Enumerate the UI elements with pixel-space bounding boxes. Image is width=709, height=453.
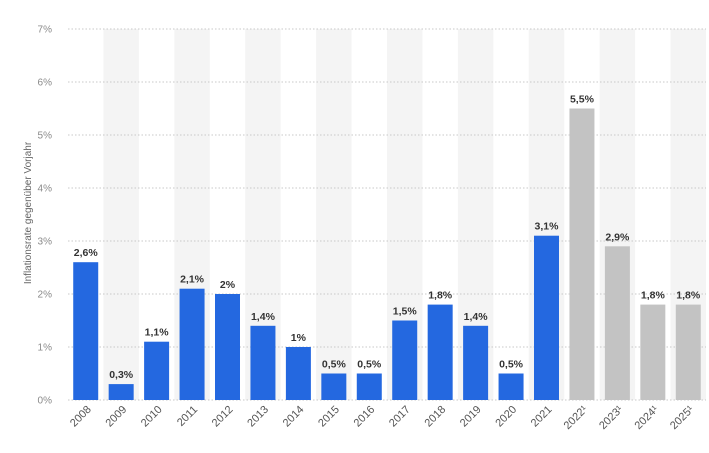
x-tick-label: 2015	[316, 404, 342, 430]
data-labels: 2,6% 0,3% 1,1% 2,1% 2% 1,4% 1% 0,5% 0,5% 1,5% 1,8%…	[74, 94, 701, 382]
column-band	[316, 29, 352, 400]
column-band	[103, 29, 139, 400]
bar	[640, 304, 666, 400]
data-label: 1,8%	[641, 290, 666, 302]
data-label: 3,1%	[535, 221, 560, 233]
gridlines	[68, 28, 706, 401]
data-label: 2,9%	[605, 231, 630, 243]
x-tick-label: 2016	[352, 404, 378, 430]
bar	[534, 235, 559, 400]
y-tick-label: 1%	[38, 343, 53, 354]
x-tick-label: 2009	[103, 404, 129, 430]
bar	[498, 373, 524, 400]
bar	[108, 384, 134, 400]
bar	[604, 246, 630, 400]
data-label: 2%	[220, 279, 236, 291]
bar	[285, 347, 311, 400]
y-tick-label: 5%	[38, 131, 53, 142]
data-label: 0,5%	[499, 359, 524, 371]
x-tick-label: 2024¹	[633, 403, 662, 432]
data-label: 1,1%	[145, 327, 170, 339]
x-axis-ticks: 2008 2009 2010 2011 2012 2013 2014 2015 2016 2017…	[68, 403, 697, 432]
x-tick-label: 2017	[387, 404, 413, 430]
x-tick-label: 2025¹	[668, 403, 697, 432]
data-label: 5,5%	[570, 94, 595, 106]
y-tick-label: 6%	[38, 78, 53, 89]
bar	[427, 304, 453, 400]
y-tick-label: 0%	[38, 396, 53, 407]
bar	[144, 341, 170, 400]
bars	[73, 108, 701, 400]
y-tick-label: 4%	[38, 184, 53, 195]
data-label: 2,1%	[180, 274, 205, 286]
bar	[392, 320, 418, 400]
x-tick-label: 2013	[245, 404, 271, 430]
bar	[250, 325, 276, 400]
data-label: 1%	[291, 332, 307, 344]
data-label: 1,8%	[428, 290, 453, 302]
y-tick-label: 7%	[38, 25, 53, 36]
data-label: 1,8%	[676, 290, 701, 302]
bar	[73, 262, 99, 400]
data-label: 0,5%	[322, 359, 347, 371]
x-tick-label: 2019	[458, 404, 484, 430]
x-tick-label: 2020	[493, 404, 519, 430]
data-label: 1,5%	[393, 306, 418, 318]
data-label: 2,6%	[74, 247, 99, 259]
x-tick-label: 2011	[175, 404, 200, 429]
data-label: 0,3%	[109, 369, 134, 381]
bar	[321, 373, 347, 400]
data-label: 0,5%	[357, 359, 382, 371]
y-axis-ticks: 0% 1% 2% 3% 4% 5% 6% 7%	[38, 25, 53, 407]
y-tick-label: 3%	[38, 237, 53, 248]
y-axis-label: Inflationsrate gegenüber Vorjahr	[23, 141, 34, 284]
bar	[675, 304, 701, 400]
bar	[179, 288, 205, 400]
data-label: 1,4%	[251, 311, 276, 323]
x-tick-label: 2008	[68, 404, 94, 430]
bar	[356, 373, 382, 400]
x-tick-label: 2022¹	[562, 403, 591, 432]
x-tick-label: 2010	[139, 404, 165, 430]
bar	[463, 325, 489, 400]
y-tick-label: 2%	[38, 290, 53, 301]
x-tick-label: 2021	[529, 404, 555, 430]
data-label: 1,4%	[464, 311, 489, 323]
x-tick-label: 2014	[281, 404, 307, 430]
bar	[569, 108, 595, 400]
x-tick-label: 2012	[210, 404, 236, 430]
bar	[215, 294, 240, 400]
x-tick-label: 2018	[422, 404, 448, 430]
x-tick-label: 2023¹	[597, 403, 626, 432]
